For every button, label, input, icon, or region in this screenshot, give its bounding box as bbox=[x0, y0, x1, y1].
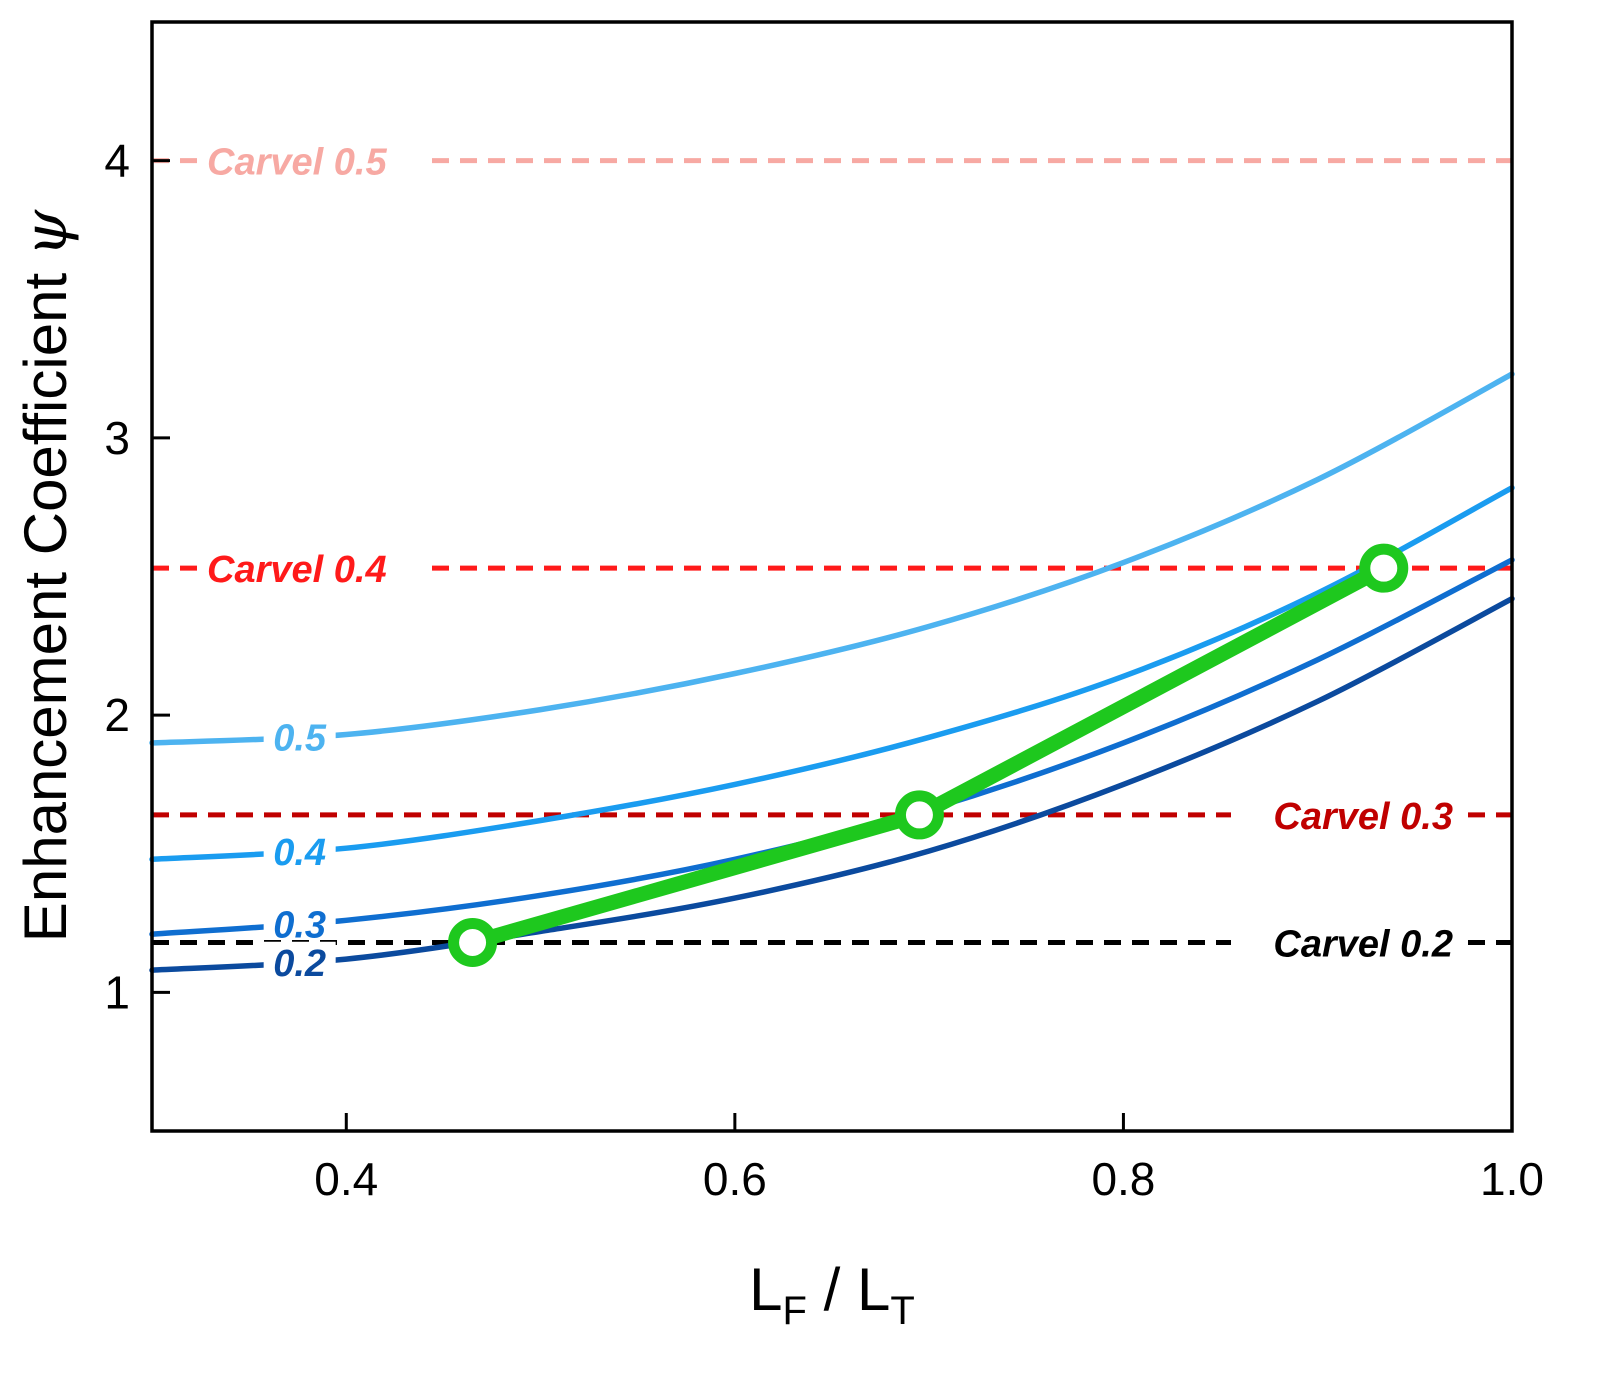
y-tick-label-1: 2 bbox=[104, 689, 130, 741]
curve-label-0.4: 0.4 bbox=[273, 832, 326, 874]
highlight-point-1 bbox=[894, 790, 944, 840]
carvel-label-3: Carvel 0.2 bbox=[1273, 923, 1453, 965]
y-tick-label-3: 4 bbox=[104, 135, 130, 187]
x-title-sub2: T bbox=[890, 1289, 914, 1333]
x-tick-label-3: 1.0 bbox=[1480, 1153, 1544, 1205]
curve-0.5 bbox=[149, 371, 1515, 746]
highlight-point-2 bbox=[1359, 543, 1409, 593]
x-title-main2: L bbox=[857, 1256, 890, 1323]
x-title-sep: / bbox=[807, 1256, 857, 1323]
curve-label-0.5: 0.5 bbox=[273, 718, 327, 760]
highlight-point-0 bbox=[448, 917, 498, 967]
curves bbox=[149, 371, 1515, 973]
carvel-label-bg-1 bbox=[201, 546, 429, 591]
curve-label-0.2: 0.2 bbox=[273, 943, 326, 985]
y-tick-label-0: 1 bbox=[104, 966, 130, 1018]
x-tick-label-0: 0.4 bbox=[314, 1153, 378, 1205]
carvel-label-bg-0 bbox=[201, 138, 429, 183]
curve-label-bg-0.4 bbox=[263, 830, 336, 867]
x-title-sub1: F bbox=[783, 1289, 807, 1333]
plot-frame bbox=[150, 20, 1514, 1133]
y-tick-label-2: 3 bbox=[104, 412, 130, 464]
highlight-series bbox=[448, 543, 1409, 967]
carvel-label-bg-2 bbox=[1231, 792, 1459, 837]
y-axis-title: Enhancement Coefficient ψ bbox=[11, 209, 81, 942]
carvel-label-1: Carvel 0.4 bbox=[207, 549, 387, 591]
curve-label-0.3: 0.3 bbox=[273, 905, 326, 947]
curve-0.4 bbox=[149, 485, 1515, 863]
series-labels: 0.5 0.4 0.30.2 Carvel 0.5 Carvel 0.4 Carvel 0… bbox=[201, 138, 1459, 985]
axes: 0.4 0.6 0.8 1.0 1 2 3 4 bbox=[104, 135, 1544, 1205]
carvel-label-bg-3 bbox=[1231, 920, 1459, 965]
x-tick-label-2: 0.8 bbox=[1091, 1153, 1155, 1205]
curve-label-bg-0.3 bbox=[263, 903, 336, 940]
x-tick-label-1: 0.6 bbox=[703, 1153, 767, 1205]
curve-label-bg-0.5 bbox=[263, 716, 336, 753]
y-title-text: Enhancement Coefficient bbox=[12, 273, 79, 943]
y-title-symbol: ψ bbox=[11, 209, 81, 257]
x-title-main1: L bbox=[749, 1256, 782, 1323]
carvel-label-0: Carvel 0.5 bbox=[207, 142, 387, 184]
carvel-label-2: Carvel 0.3 bbox=[1273, 796, 1453, 838]
curve-label-bg-0.2 bbox=[263, 941, 336, 978]
curve-0.2 bbox=[149, 595, 1515, 973]
x-axis-title: LF / LT bbox=[749, 1256, 915, 1333]
